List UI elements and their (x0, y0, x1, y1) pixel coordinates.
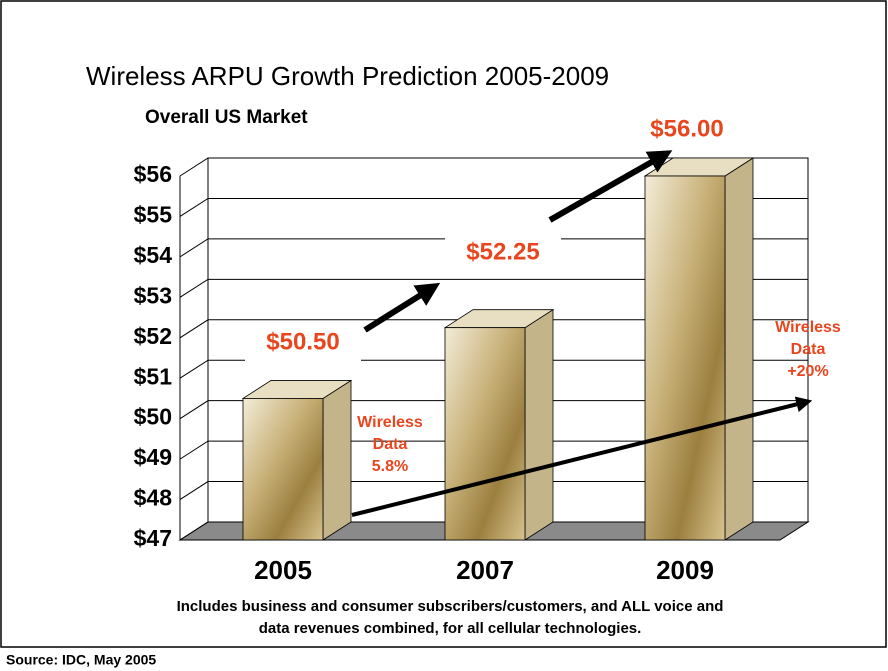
page: {"chart_data": {"type": "bar3d", "title"… (0, 0, 888, 671)
x-tick-label: 2009 (656, 555, 714, 585)
footnote: data revenues combined, for all cellular… (259, 620, 642, 637)
x-tick-label: 2007 (456, 555, 514, 585)
annotation: Wireless (357, 414, 423, 431)
annotation: Data (791, 341, 826, 358)
y-tick-label: $51 (134, 363, 173, 389)
annotation: 5.8% (372, 458, 408, 475)
y-tick-label: $55 (134, 202, 173, 228)
y-tick-label: $52 (134, 323, 172, 349)
footnote: Includes business and consumer subscribe… (177, 598, 724, 615)
value-label: $50.50 (266, 328, 339, 355)
y-tick-label: $48 (134, 485, 173, 511)
y-tick-label: $54 (134, 242, 173, 268)
annotation: +20% (787, 363, 828, 380)
bar-side (323, 380, 351, 540)
bar (243, 398, 323, 540)
annotation: Wireless (775, 319, 841, 336)
chart: Wireless ARPU Growth Prediction 2005-200… (0, 0, 888, 671)
bar-side (525, 310, 553, 540)
y-tick-label: $47 (134, 525, 172, 551)
y-tick-label: $53 (134, 282, 172, 308)
value-label: $52.25 (466, 238, 539, 265)
chart-subtitle: Overall US Market (145, 107, 308, 128)
y-tick-label: $49 (134, 444, 172, 470)
x-tick-label: 2005 (254, 555, 312, 585)
annotation: Data (373, 436, 408, 453)
value-label: $56.00 (650, 115, 723, 142)
chart-title: Wireless ARPU Growth Prediction 2005-200… (86, 61, 609, 91)
bar (445, 328, 525, 540)
bar-side (725, 158, 753, 540)
y-tick-label: $56 (134, 161, 172, 187)
y-tick-label: $50 (134, 404, 172, 430)
bar (645, 176, 725, 540)
source: Source: IDC, May 2005 (6, 652, 156, 668)
